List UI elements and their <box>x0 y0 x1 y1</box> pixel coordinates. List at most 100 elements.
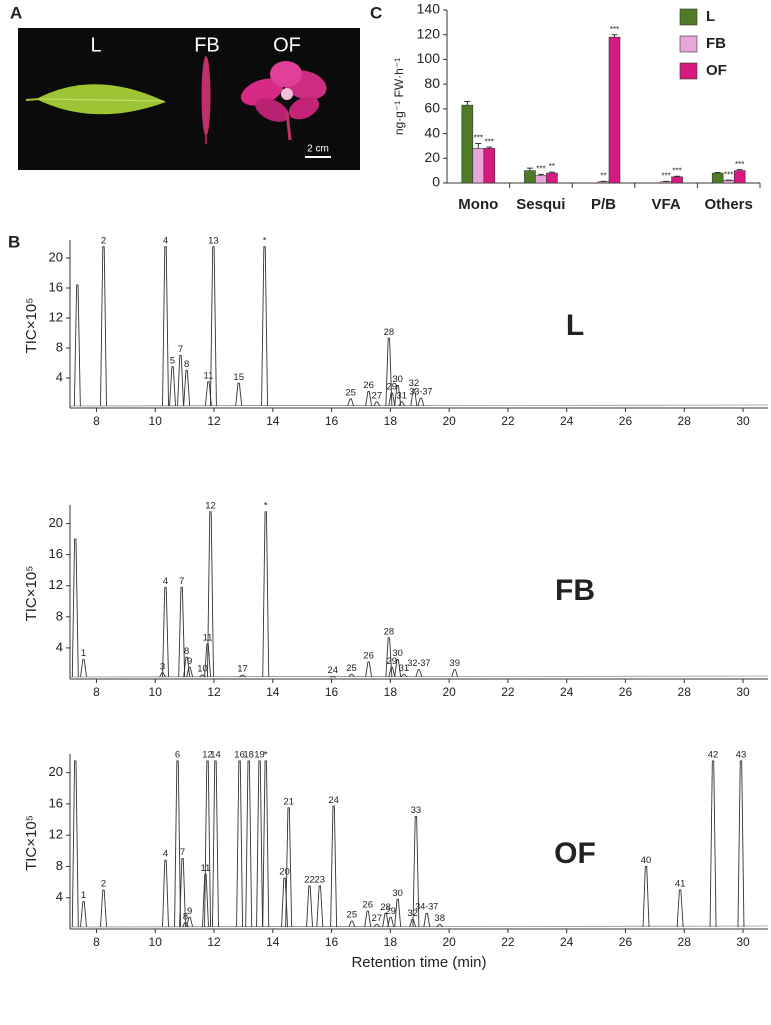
peak-label: 1 <box>81 648 86 659</box>
trace-name: OF <box>554 837 596 870</box>
x-axis-label: Retention time (min) <box>351 954 486 971</box>
x-tick-label: Mono <box>458 196 498 213</box>
peak-label: 14 <box>210 749 221 760</box>
error-bar <box>486 146 493 149</box>
x-tick-label: 26 <box>619 414 633 428</box>
peak <box>73 284 81 407</box>
peak-label: 6 <box>175 749 180 760</box>
peak <box>364 910 372 928</box>
bar <box>660 181 672 184</box>
significance-label: *** <box>735 160 744 169</box>
peak-label: 4 <box>163 576 168 587</box>
bar <box>483 148 496 184</box>
y-tick-label: 12 <box>49 827 63 842</box>
peak-label: 23 <box>315 875 326 886</box>
peak-label: 26 <box>363 380 374 391</box>
peak <box>162 246 169 407</box>
legend-label: FB <box>706 35 726 52</box>
error-bar <box>537 173 544 176</box>
peak <box>186 666 194 678</box>
bar <box>472 148 485 184</box>
photo-label: FB <box>194 34 220 56</box>
y-tick-label: 8 <box>56 339 63 354</box>
x-tick-label: P/B <box>591 196 616 213</box>
peak-label: 13 <box>208 235 219 246</box>
legend-label: OF <box>706 62 727 79</box>
peak-label: 9 <box>187 906 192 917</box>
legend-swatch <box>679 8 698 26</box>
photo-label: L <box>90 34 101 56</box>
peak-label: 16 <box>234 749 245 760</box>
error-bar <box>736 169 743 171</box>
x-tick-label: 26 <box>619 935 633 949</box>
x-tick-label: 12 <box>207 414 221 428</box>
peak-label: 25 <box>345 388 356 399</box>
x-tick-label: 10 <box>149 685 163 699</box>
x-tick-label: 12 <box>207 685 221 699</box>
peak <box>676 889 684 928</box>
peak <box>642 866 650 928</box>
peak-label: 9 <box>187 656 192 667</box>
peak-label: 40 <box>641 855 652 866</box>
peak <box>451 669 459 678</box>
y-tick-label: 16 <box>49 279 63 294</box>
peak <box>388 666 396 678</box>
x-tick-label: 18 <box>384 935 398 949</box>
x-tick-label: 14 <box>266 414 280 428</box>
bar <box>722 180 735 184</box>
leaf <box>25 84 166 115</box>
peak <box>80 659 87 678</box>
y-axis-label: TIC×10⁵ <box>23 815 40 871</box>
peak <box>394 385 402 407</box>
x-tick-label: 20 <box>442 685 456 699</box>
y-tick-label: 20 <box>49 249 63 264</box>
y-tick-label: 0 <box>432 174 440 190</box>
peak <box>174 760 182 928</box>
significance-label: *** <box>661 172 670 181</box>
peak <box>385 337 393 407</box>
peak <box>256 760 264 928</box>
peak <box>239 674 246 678</box>
scale-bar-label: 2 cm <box>307 144 329 155</box>
y-tick-label: 16 <box>49 546 63 561</box>
peak-label: 5 <box>170 355 175 366</box>
bar <box>535 175 547 184</box>
y-tick-label: 4 <box>56 639 63 654</box>
x-tick-label: 26 <box>619 685 633 699</box>
peak-label: 1 <box>81 890 86 901</box>
y-tick-label: 12 <box>49 577 63 592</box>
y-tick-label: 20 <box>424 149 440 165</box>
peak-label: 28 <box>384 626 395 637</box>
peak-label: 43 <box>736 749 747 760</box>
peak-label: 30 <box>392 888 403 899</box>
x-tick-label: 30 <box>736 414 750 428</box>
peak <box>183 370 191 407</box>
peak <box>410 388 418 407</box>
peak-label: 20 <box>279 867 290 878</box>
peak-label: 4 <box>163 849 168 860</box>
peak <box>306 885 313 928</box>
peak <box>71 538 79 678</box>
peak-label: 28 <box>380 902 391 913</box>
baseline <box>69 404 769 407</box>
peak <box>207 511 214 678</box>
peak-label: 39 <box>449 658 460 669</box>
y-axis-label: TIC×10⁵ <box>23 298 40 354</box>
peak <box>100 889 107 928</box>
peak <box>737 760 745 928</box>
x-tick-label: 28 <box>678 935 692 949</box>
peak <box>385 637 393 678</box>
peak-label: 18 <box>243 749 254 760</box>
x-tick-label: 24 <box>560 685 574 699</box>
y-tick-label: 12 <box>49 309 63 324</box>
peak <box>177 355 184 407</box>
x-tick-label: 30 <box>736 935 750 949</box>
trace-name: FB <box>555 574 595 607</box>
y-tick-label: 100 <box>417 50 441 66</box>
peak-label: 24 <box>327 665 338 676</box>
error-bar <box>526 167 533 171</box>
peak <box>162 859 169 928</box>
peak-label: 12 <box>202 749 213 760</box>
x-tick-label: 22 <box>501 414 515 428</box>
